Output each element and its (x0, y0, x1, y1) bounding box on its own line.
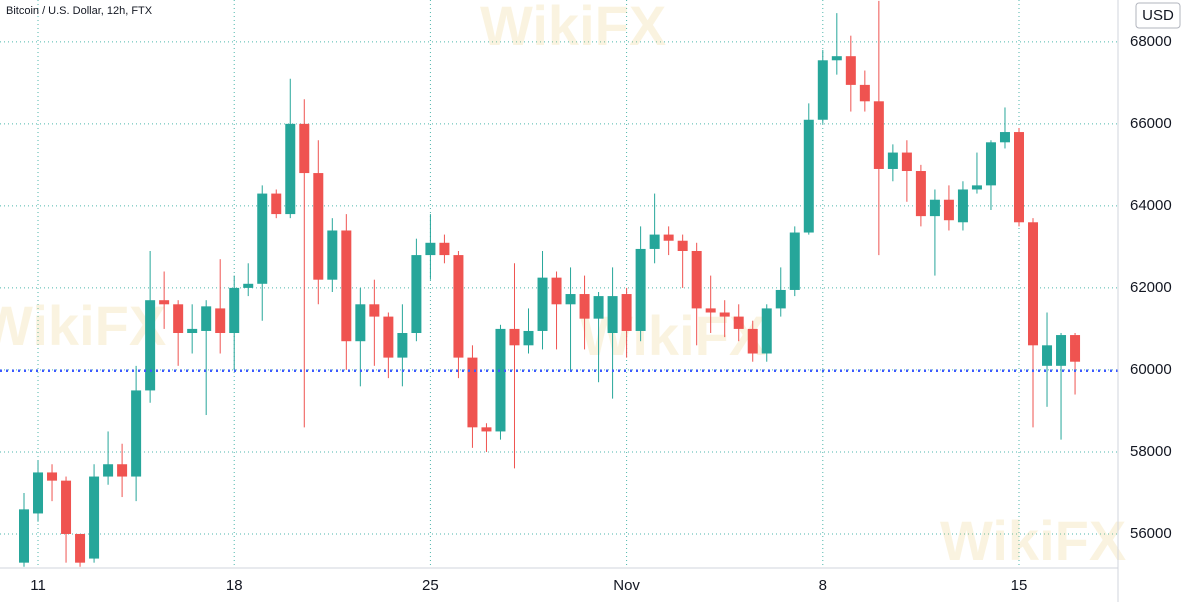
y-tick-label: 56000 (1130, 525, 1172, 542)
candle-body (719, 312, 730, 317)
x-tick-label: 8 (819, 577, 827, 594)
candle-body (551, 277, 562, 305)
y-tick-label: 58000 (1130, 443, 1172, 460)
currency-label: USD (1142, 7, 1174, 24)
candle-body (845, 56, 856, 85)
candle-body (523, 330, 534, 346)
candle-body (957, 189, 968, 223)
candle-body (747, 328, 758, 354)
candle-body (229, 287, 240, 334)
candle-body (985, 142, 996, 186)
candle-body (75, 533, 86, 563)
candle-body (677, 240, 688, 251)
candle-body (383, 316, 394, 358)
candle-body (299, 123, 310, 174)
candle-body (817, 60, 828, 120)
candle-body (789, 232, 800, 290)
candle-body (761, 308, 772, 354)
candle-body (929, 199, 940, 217)
x-tick-label: Nov (613, 577, 640, 594)
candle-body (565, 294, 576, 305)
candle-body (173, 304, 184, 334)
candle-body (649, 234, 660, 249)
candle-body (159, 300, 170, 305)
x-tick-label: 18 (226, 577, 243, 594)
candle-body (593, 296, 604, 319)
candle-body (187, 328, 198, 334)
candle-body (19, 509, 29, 563)
candle-body (131, 390, 142, 477)
candle-body (495, 328, 506, 432)
candle-body (327, 230, 338, 280)
candle-body (579, 294, 590, 319)
candle-body (61, 480, 72, 534)
candles (0, 0, 1118, 567)
candle-body (215, 308, 226, 334)
x-tick-label: 15 (1011, 577, 1028, 594)
candle-body (999, 132, 1010, 143)
candle-body (509, 328, 520, 346)
candle-body (663, 234, 674, 241)
candle-body (243, 283, 254, 288)
candle-body (103, 464, 114, 477)
candle-body (285, 123, 296, 215)
candle-body (369, 304, 380, 317)
candle-body (397, 333, 408, 358)
candle-body (887, 152, 898, 169)
x-tick-label: 25 (422, 577, 439, 594)
candle-body (971, 185, 982, 190)
watermark: WikiFX (0, 294, 166, 357)
y-tick-label: 60000 (1130, 361, 1172, 378)
y-tick-label: 64000 (1130, 197, 1172, 214)
watermarks: WikiFX WikiFX WikiFX WikiFX (0, 0, 1126, 572)
candle-body (1056, 335, 1067, 366)
x-tick-label: 11 (30, 577, 46, 594)
candle-body (1042, 345, 1053, 366)
candle-body (453, 255, 464, 358)
candle-body (439, 242, 450, 256)
candle-body (313, 173, 324, 280)
candle-body (607, 296, 618, 334)
candle-body (201, 306, 212, 331)
candle-body (355, 304, 366, 342)
candle-body (467, 357, 478, 428)
candle-body (859, 84, 870, 102)
candle-body (1070, 335, 1081, 362)
candle-body (257, 193, 268, 284)
candle-body (411, 255, 422, 334)
y-tick-label: 62000 (1130, 279, 1172, 296)
candle-body (943, 199, 954, 221)
candle-body (117, 464, 128, 477)
watermark: WikiFX (940, 509, 1126, 572)
candle-body (1028, 222, 1039, 346)
candle-body (901, 152, 912, 172)
watermark: WikiFX (480, 0, 666, 57)
candle-body (341, 230, 352, 342)
candle-body (33, 472, 44, 514)
candle-body (635, 248, 646, 331)
candle-body (621, 294, 632, 331)
candle-body (873, 101, 884, 169)
candle-body (691, 250, 702, 309)
y-tick-label: 66000 (1130, 115, 1172, 132)
candle-body (705, 308, 716, 313)
candle-body (481, 427, 492, 432)
candle-body (271, 193, 282, 215)
candle-body (915, 171, 926, 217)
candle-body (537, 277, 548, 331)
candle-body (145, 300, 156, 391)
candle-body (733, 316, 744, 329)
candle-body (89, 476, 100, 559)
chart-title: Bitcoin / U.S. Dollar, 12h, FTX (6, 5, 153, 17)
candle-body (425, 242, 436, 256)
candle-body (803, 119, 814, 233)
currency-box[interactable] (1135, 2, 1181, 29)
candle-body (831, 56, 842, 61)
candle-body (47, 472, 58, 481)
candle-body (1013, 132, 1024, 223)
candle-body (775, 289, 786, 309)
y-tick-label: 68000 (1130, 33, 1172, 50)
